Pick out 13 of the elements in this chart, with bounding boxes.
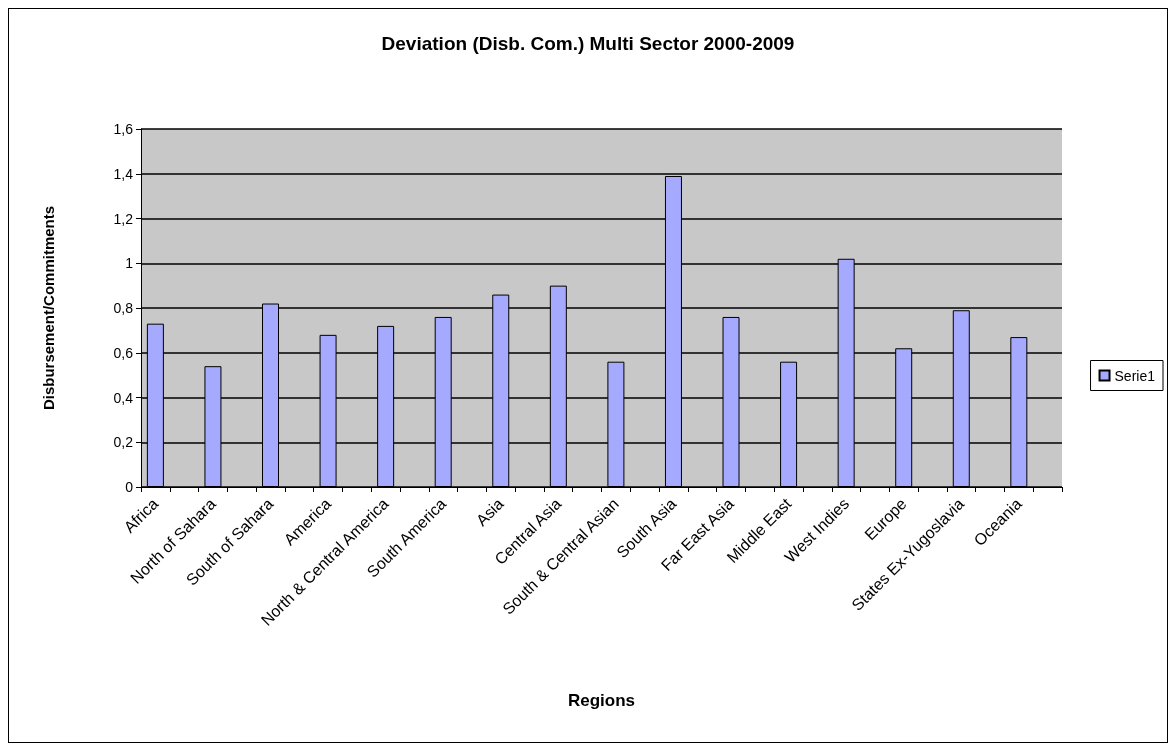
y-tick-label: 0,2 [113, 434, 134, 451]
y-tick-label: 1 [125, 255, 134, 272]
y-tick-label: 0,6 [113, 344, 134, 361]
y-axis-title: Disbursement/Commitments [40, 205, 57, 411]
y-tick-label: 1,4 [113, 165, 134, 182]
y-tick-label: 1,2 [113, 210, 134, 227]
legend-label: Serie1 [1114, 367, 1156, 384]
chart-title: Deviation (Disb. Com.) Multi Sector 2000-2009 [381, 33, 795, 54]
y-tick-label: 0 [125, 479, 134, 495]
x-axis-title: Regions [567, 691, 636, 710]
y-tick-label: 0,4 [113, 389, 134, 406]
y-tick-label: 0,8 [113, 300, 134, 316]
y-tick-label: 1,6 [113, 121, 134, 137]
